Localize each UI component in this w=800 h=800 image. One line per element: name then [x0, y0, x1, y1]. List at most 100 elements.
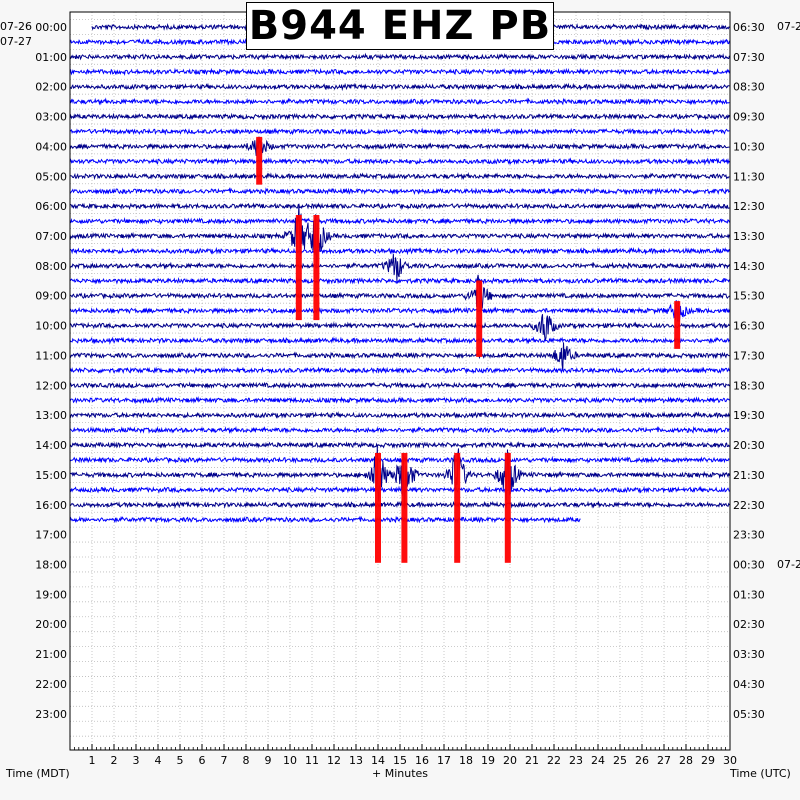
seismic-trace — [69, 485, 730, 494]
left-hour-label: 21:00 — [35, 648, 67, 661]
seismic-trace — [69, 216, 730, 225]
seismic-trace — [69, 254, 730, 282]
left-hour-label: 16:00 — [35, 499, 67, 512]
y-axis-label-left: Time (MDT) — [6, 767, 70, 780]
right-hour-label: 08:30 — [733, 81, 765, 94]
clipped-signal-marker — [476, 280, 483, 357]
seismic-trace — [69, 455, 730, 464]
x-tick-label: 24 — [591, 754, 605, 767]
clipped-signal-marker — [375, 452, 381, 563]
left-hour-label: 03:00 — [35, 111, 67, 124]
seismic-trace — [69, 336, 730, 345]
x-tick-label: 5 — [177, 754, 184, 767]
x-tick-label: 15 — [393, 754, 407, 767]
right-hour-label: 20:30 — [733, 439, 765, 452]
right-hour-label: 09:30 — [733, 111, 765, 124]
seismic-trace — [69, 425, 730, 435]
seismic-trace — [70, 500, 730, 510]
left-hour-label: 01:00 — [35, 51, 67, 64]
left-hour-label: 14:00 — [35, 439, 67, 452]
x-tick-label: 12 — [327, 754, 341, 767]
right-hour-label: 01:30 — [733, 588, 765, 601]
left-hour-label: 02:00 — [35, 81, 67, 94]
seismic-trace — [69, 441, 730, 449]
left-hour-label: 00:00 — [35, 21, 67, 34]
seismic-trace — [69, 411, 730, 420]
x-tick-label: 18 — [459, 754, 473, 767]
chart-title: B944 EHZ PB — [248, 3, 552, 49]
seismic-trace — [69, 381, 730, 390]
right-hour-label: 15:30 — [733, 290, 765, 303]
right-date-top: 07-26 — [777, 20, 800, 33]
x-tick-label: 17 — [437, 754, 451, 767]
seismic-trace — [69, 276, 730, 285]
seismic-trace — [69, 127, 730, 136]
seismic-trace — [69, 342, 730, 371]
x-tick-label: 27 — [657, 754, 671, 767]
seismic-trace — [69, 515, 581, 524]
left-hour-label: 19:00 — [35, 588, 67, 601]
left-hour-label: 17:00 — [35, 529, 67, 542]
x-tick-label: 20 — [503, 754, 517, 767]
left-hour-label: 08:00 — [35, 260, 67, 273]
left-hour-label: 07:00 — [35, 230, 67, 243]
seismic-trace — [69, 366, 730, 375]
clipped-signal-marker — [674, 301, 681, 349]
x-tick-label: 14 — [371, 754, 385, 767]
right-hour-label: 18:30 — [733, 379, 765, 392]
x-tick-label: 11 — [305, 754, 319, 767]
x-tick-label: 21 — [525, 754, 539, 767]
x-tick-label: 19 — [481, 754, 495, 767]
left-hour-label: 10:00 — [35, 320, 67, 333]
right-hour-label: 11:30 — [733, 170, 765, 183]
x-tick-label: 2 — [111, 754, 118, 767]
right-hour-label: 00:30 — [733, 558, 765, 571]
seismic-trace — [69, 396, 730, 405]
seismic-trace — [69, 314, 730, 341]
seismic-trace — [69, 246, 730, 256]
right-hour-label: 13:30 — [733, 230, 765, 243]
left-hour-label: 06:00 — [35, 200, 67, 213]
x-tick-label: 7 — [221, 754, 228, 767]
seismic-trace — [69, 97, 730, 106]
left-hour-label: 04:00 — [35, 140, 67, 153]
left-hour-label: 13:00 — [35, 409, 67, 422]
seismic-trace — [69, 187, 730, 196]
x-tick-label: 25 — [613, 754, 627, 767]
seismic-trace — [69, 157, 730, 166]
seismic-trace — [69, 444, 730, 509]
x-tick-label: 29 — [701, 754, 715, 767]
seismic-trace — [69, 274, 730, 309]
right-hour-label: 19:30 — [733, 409, 765, 422]
x-tick-label: 3 — [133, 754, 140, 767]
right-hour-label: 03:30 — [733, 648, 765, 661]
clipped-signal-marker — [504, 452, 511, 563]
x-tick-label: 9 — [265, 754, 272, 767]
y-axis-label-right: Time (UTC) — [730, 767, 791, 780]
seismic-trace — [69, 204, 730, 269]
right-hour-label: 22:30 — [733, 499, 765, 512]
left-hour-label: 15:00 — [35, 469, 67, 482]
clipped-signal-marker — [295, 214, 302, 321]
seismic-trace — [69, 300, 730, 323]
left-hour-label: 09:00 — [35, 290, 67, 303]
left-date-first: 07-27 — [0, 35, 32, 48]
seismic-trace — [69, 67, 730, 77]
x-tick-label: 6 — [199, 754, 206, 767]
right-hour-label: 17:30 — [733, 349, 765, 362]
left-hour-label: 22:00 — [35, 678, 67, 691]
right-hour-label: 16:30 — [733, 320, 765, 333]
left-hour-label: 11:00 — [35, 349, 67, 362]
right-hour-label: 05:30 — [733, 708, 765, 721]
x-tick-label: 28 — [679, 754, 693, 767]
right-date-mid: 07-27 — [777, 558, 800, 571]
right-hour-label: 10:30 — [733, 140, 765, 153]
left-hour-label: 12:00 — [35, 379, 67, 392]
left-date-top: 07-26 — [0, 20, 32, 33]
clipped-signal-marker — [313, 214, 320, 321]
right-hour-label: 23:30 — [733, 529, 765, 542]
x-tick-label: 16 — [415, 754, 429, 767]
x-tick-label: 26 — [635, 754, 649, 767]
chart-title-box: B944 EHZ PB — [246, 2, 554, 50]
